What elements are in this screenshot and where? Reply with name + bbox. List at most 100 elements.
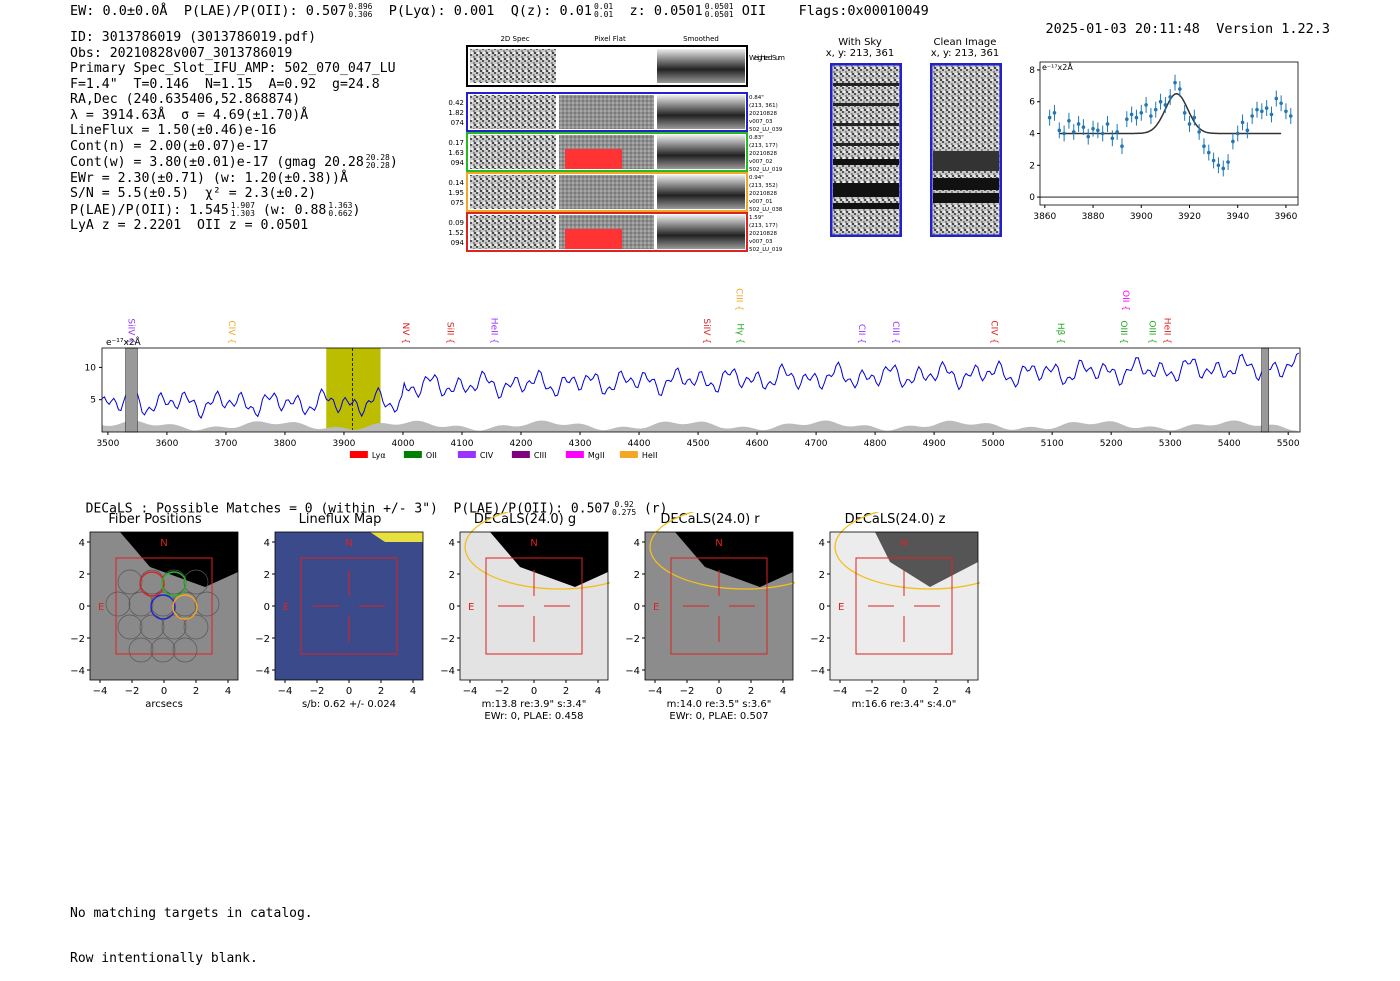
compass-north: N bbox=[900, 538, 907, 549]
fit-point bbox=[1057, 128, 1062, 133]
fit-point bbox=[1052, 111, 1057, 115]
line-marker-label: SiII { bbox=[444, 322, 454, 344]
cutout-left-label: 0.09 bbox=[448, 219, 464, 227]
z-value: 0.0501 bbox=[653, 3, 703, 19]
fit-point bbox=[1139, 111, 1144, 115]
spec-xtick-label: 4900 bbox=[923, 439, 946, 449]
thumb-ytick-label: 0 bbox=[449, 602, 455, 613]
thumb-ytick-label: 0 bbox=[634, 602, 640, 613]
sky-spectrum bbox=[102, 420, 1300, 432]
cutout-smoothed bbox=[657, 215, 745, 249]
thumb-xtick-label: −2 bbox=[865, 686, 880, 697]
thumb-ytick-label: −4 bbox=[625, 666, 640, 677]
thumbnail-title: DECaLS(24.0) z bbox=[844, 512, 946, 527]
fit-point bbox=[1091, 126, 1095, 131]
thumbnail-title: DECaLS(24.0) r bbox=[660, 512, 760, 527]
line-marker-label: HeII { bbox=[489, 318, 499, 344]
qz-value: 0.01 bbox=[559, 3, 592, 19]
fit-point bbox=[1182, 111, 1187, 115]
legend-swatch bbox=[349, 451, 368, 458]
cutout-left-label: 1.63 bbox=[448, 149, 464, 157]
cutout-pixelflat bbox=[559, 95, 654, 129]
cutout-right-label: (213, 352) bbox=[749, 183, 778, 189]
thumb-xtick-label: 4 bbox=[965, 686, 971, 697]
cutout-smoothed bbox=[657, 135, 745, 169]
fit-point bbox=[1269, 112, 1274, 117]
z-label: z: bbox=[629, 3, 646, 19]
cutout-right-label: 1.59" bbox=[749, 215, 764, 221]
with-sky-image bbox=[830, 63, 902, 237]
source-ellipse bbox=[649, 512, 795, 590]
thumb-xtick-label: −2 bbox=[495, 686, 510, 697]
full-spec-frame bbox=[101, 347, 1301, 433]
compass-east: E bbox=[98, 602, 104, 613]
info-ewr: EWr = 2.30(±0.71) (w: 1.20(±0.38))Å bbox=[70, 170, 348, 186]
cutout-pixelflat bbox=[559, 175, 654, 209]
fiber-circle bbox=[183, 569, 209, 595]
compass-north: N bbox=[345, 538, 352, 549]
fiber-circle bbox=[183, 614, 209, 640]
cutout-smoothed bbox=[657, 175, 745, 209]
fit-point bbox=[1211, 158, 1216, 163]
fiber-circle bbox=[161, 614, 187, 640]
info-plae: P(LAE)/P(OII): 1.545 1.907 1.303 (w: 0.88 1… bbox=[70, 200, 361, 218]
cutout-right-label: 20210828 bbox=[749, 191, 777, 197]
line-marker-label: SiIV { bbox=[126, 318, 136, 344]
with-sky-title: With Sky bbox=[838, 37, 882, 48]
cutout-left-label: 1.82 bbox=[448, 109, 464, 117]
cutout-bad-pixels bbox=[565, 229, 622, 249]
cutout-right-label: 0.94" bbox=[749, 175, 764, 181]
catalog-note-line1: No matching targets in catalog. bbox=[70, 906, 313, 921]
cutout-bad-pixels bbox=[565, 149, 622, 169]
fiber-circle bbox=[150, 637, 176, 663]
compass-east: E bbox=[283, 602, 289, 613]
thumb-xtick-label: −4 bbox=[463, 686, 478, 697]
info-sn: S/N = 5.5(±0.5) χ² = 2.3(±0.2) bbox=[70, 186, 317, 201]
fit-point bbox=[1144, 103, 1148, 107]
fit-point bbox=[1149, 114, 1153, 118]
line-marker-label: CII { bbox=[856, 324, 866, 344]
cutout-left-label: 0.17 bbox=[448, 139, 464, 147]
info-lambda: λ = 3914.63Å σ = 4.69(±1.70)Å bbox=[70, 107, 309, 123]
legend-label: HeII bbox=[642, 451, 658, 460]
thumb-xtick-label: 0 bbox=[161, 686, 167, 697]
decals-suffix: (r) bbox=[643, 501, 668, 517]
cutout-right-label: 20210828 bbox=[749, 231, 777, 237]
plae-value: 0.507 bbox=[305, 3, 347, 19]
legend-label: CIII bbox=[534, 451, 547, 460]
cutout-right-label: (213, 177) bbox=[749, 143, 778, 149]
compass-north: N bbox=[715, 538, 722, 549]
cutout-row-frame bbox=[466, 172, 748, 212]
cutout-right-label: 502_LU_039 bbox=[749, 127, 783, 133]
source-ellipse bbox=[464, 512, 610, 590]
fit-point bbox=[1062, 131, 1066, 136]
weighted-sum-2dspec bbox=[470, 49, 556, 83]
spec-xtick-label: 4400 bbox=[628, 439, 651, 449]
thumb-xtick-label: 2 bbox=[748, 686, 754, 697]
thumbnail-dark-region bbox=[490, 532, 608, 587]
decals-hi: 0.92 bbox=[614, 500, 634, 509]
fit-point bbox=[1076, 122, 1081, 126]
thumb-xtick-label: 0 bbox=[531, 686, 537, 697]
fit-point bbox=[1071, 130, 1076, 134]
fiber-circle bbox=[117, 569, 143, 595]
info-id: ID: 3013786019 (3013786019.pdf) bbox=[70, 30, 317, 45]
line-marker-label: HeII { bbox=[1161, 318, 1171, 344]
thumbnail-image: N E 4 2 0 −2 −4 −4 −2 0 2 4 arcsecs bbox=[70, 531, 239, 710]
thumb-xtick-label: 2 bbox=[933, 686, 939, 697]
weighted-sum-label: Weighted Sum bbox=[749, 54, 785, 62]
col-title-smoothed: Smoothed bbox=[683, 35, 719, 43]
fiber-circle bbox=[172, 637, 198, 663]
line-marker-label: OIII { bbox=[1118, 320, 1128, 344]
clean-image bbox=[930, 63, 1002, 237]
thumbnail-dark-region bbox=[120, 532, 238, 587]
fit-point bbox=[1250, 114, 1254, 118]
line-marker-label: OII { bbox=[1120, 290, 1130, 311]
fiber-circle bbox=[105, 591, 131, 617]
fiber-circle bbox=[139, 614, 165, 640]
thumb-ytick-label: 0 bbox=[819, 602, 825, 613]
thumb-ytick-label: 4 bbox=[79, 538, 85, 549]
report-header: EW: 0.0±0.0Å P(LAE)/P(OII): 0.507 0.896 0.… bbox=[70, 3, 1340, 23]
thumbnail-image: N E 4 2 0 −2 −4 −4 −2 0 2 4 s/b: 0.62 +/- 0.024 bbox=[255, 531, 424, 710]
line-fit-chart: 3860 3880 3900 3920 3940 3960 0 2 4 6 8 e⁻¹⁷x2Å bbox=[1029, 61, 1299, 222]
